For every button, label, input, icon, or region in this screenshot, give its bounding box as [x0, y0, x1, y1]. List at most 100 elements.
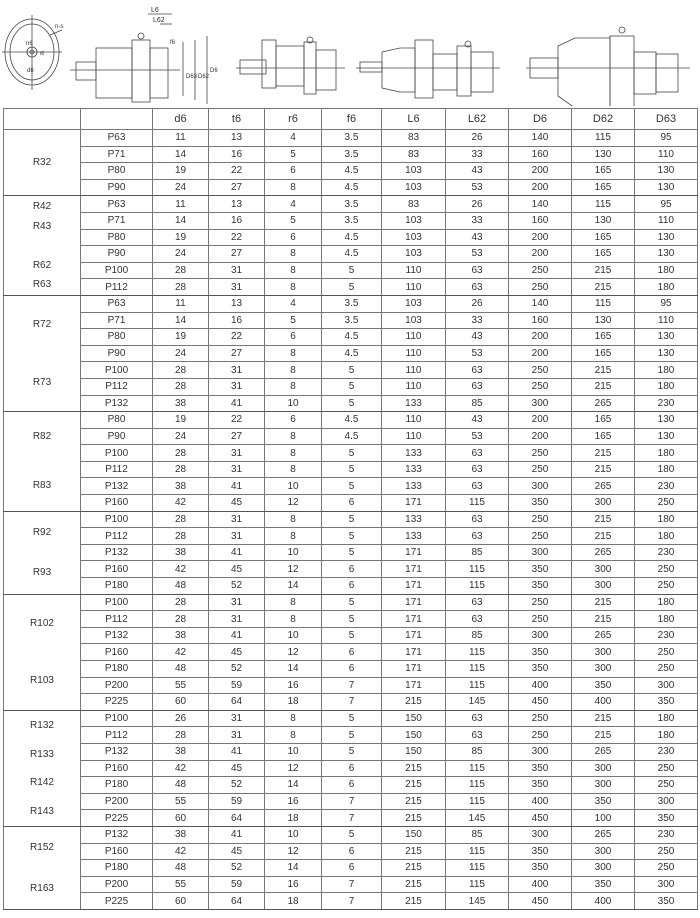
value-cell: 140 — [508, 294, 572, 313]
value-cell: 215 — [571, 460, 635, 479]
model-group-cell: R82 R83 — [3, 411, 81, 512]
table-row: P160 42 45 12 6 215 115 350 300 250 — [4, 842, 698, 861]
table-row: P112 28 31 8 5 171 63 250 215 180 — [4, 610, 698, 628]
value-cell: 60 — [152, 892, 209, 910]
value-cell: 52 — [208, 577, 265, 595]
table-row: P90 24 27 8 4.5 103 53 200 165 130 — [4, 178, 698, 197]
value-cell: 150 — [381, 709, 446, 728]
value-cell: 250 — [508, 278, 572, 296]
table-row: P225 60 64 18 7 215 145 450 100 350 — [4, 809, 698, 827]
table-row: P100 28 31 8 5 110 63 250 215 180 — [4, 261, 698, 280]
value-cell: 115 — [445, 643, 509, 661]
value-cell: 11 — [152, 195, 209, 213]
value-cell: 145 — [445, 809, 509, 827]
table-row: P180 48 52 14 6 171 115 350 300 250 — [4, 577, 698, 595]
motor-size-cell: P63 — [80, 195, 153, 213]
value-cell: 133 — [381, 394, 446, 413]
motor-size-cell: P225 — [80, 809, 153, 827]
motor-size-cell: P71 — [80, 211, 153, 230]
value-cell: 180 — [634, 460, 698, 479]
value-cell: 180 — [634, 610, 698, 628]
value-cell: 28 — [152, 726, 209, 744]
value-cell: 10 — [264, 543, 322, 562]
value-cell: 10 — [264, 394, 322, 413]
value-cell: 450 — [508, 892, 572, 910]
value-cell: 27 — [208, 245, 265, 263]
value-cell: 8 — [264, 261, 322, 280]
value-cell: 115 — [445, 776, 509, 794]
motor-size-cell: P160 — [80, 842, 153, 861]
value-cell: 265 — [571, 477, 635, 496]
value-cell: 215 — [381, 792, 446, 811]
value-cell: 53 — [445, 344, 509, 363]
value-cell: 133 — [381, 527, 446, 545]
motor-size-cell: P200 — [80, 676, 153, 695]
column-header: D62 — [571, 108, 635, 130]
motor-size-cell: P80 — [80, 411, 153, 429]
table-row: P160 42 45 12 6 215 115 350 300 250 — [4, 759, 698, 778]
value-cell: 43 — [445, 228, 509, 247]
value-cell: 250 — [508, 377, 572, 396]
value-cell: 10 — [264, 825, 322, 844]
value-cell: 85 — [445, 742, 509, 761]
value-cell: 3.5 — [321, 129, 382, 147]
value-cell: 4.5 — [321, 427, 382, 446]
value-cell: 165 — [571, 344, 635, 363]
value-cell: 24 — [152, 245, 209, 263]
value-cell: 8 — [264, 427, 322, 446]
value-cell: 215 — [571, 510, 635, 529]
value-cell: 350 — [571, 792, 635, 811]
value-cell: 300 — [571, 577, 635, 595]
value-cell: 300 — [571, 842, 635, 861]
value-cell: 33 — [445, 211, 509, 230]
value-cell: 31 — [208, 261, 265, 280]
model-label: R73 — [32, 376, 52, 388]
model-label: R63 — [32, 279, 52, 291]
value-cell: 48 — [152, 660, 209, 678]
value-cell: 110 — [634, 145, 698, 164]
model-label: R83 — [32, 480, 52, 492]
svg-text:f6: f6 — [170, 40, 176, 46]
value-cell: 63 — [445, 278, 509, 296]
value-cell: 31 — [208, 610, 265, 628]
value-cell: 450 — [508, 693, 572, 711]
table-row: P80 19 22 6 4.5 110 43 200 165 130 — [4, 328, 698, 346]
value-cell: 48 — [152, 577, 209, 595]
value-cell: 5 — [321, 825, 382, 844]
value-cell: 300 — [634, 875, 698, 894]
value-cell: 48 — [152, 859, 209, 877]
value-cell: 300 — [571, 859, 635, 877]
value-cell: 250 — [634, 643, 698, 661]
table-row: P132 38 41 10 5 133 85 300 265 230 — [4, 394, 698, 413]
model-label — [4, 240, 80, 251]
value-cell: 64 — [208, 693, 265, 711]
value-cell: 83 — [381, 145, 446, 164]
value-cell: 42 — [152, 560, 209, 579]
svg-text:D63: D63 — [186, 74, 198, 80]
value-cell: 215 — [571, 444, 635, 462]
value-cell: 16 — [208, 145, 265, 164]
value-cell: 115 — [445, 560, 509, 579]
value-cell: 180 — [634, 361, 698, 379]
value-cell: 63 — [445, 510, 509, 529]
value-cell: 300 — [571, 494, 635, 512]
svg-text:D6: D6 — [210, 68, 218, 74]
value-cell: 350 — [634, 809, 698, 827]
motor-size-cell: P100 — [80, 593, 153, 612]
value-cell: 130 — [634, 411, 698, 429]
value-cell: 200 — [508, 328, 572, 346]
value-cell: 95 — [634, 195, 698, 213]
value-cell: 100 — [571, 809, 635, 827]
motor-size-cell: P63 — [80, 294, 153, 313]
value-cell: 59 — [208, 676, 265, 695]
motor-size-cell: P112 — [80, 527, 153, 545]
value-cell: 53 — [445, 245, 509, 263]
motor-size-cell: P90 — [80, 178, 153, 197]
value-cell: 63 — [445, 709, 509, 728]
table-row: P200 55 59 16 7 215 115 400 350 300 — [4, 792, 698, 811]
value-cell: 160 — [508, 145, 572, 164]
motor-size-cell: P200 — [80, 875, 153, 894]
value-cell: 5 — [321, 460, 382, 479]
value-cell: 171 — [381, 560, 446, 579]
value-cell: 250 — [508, 610, 572, 628]
